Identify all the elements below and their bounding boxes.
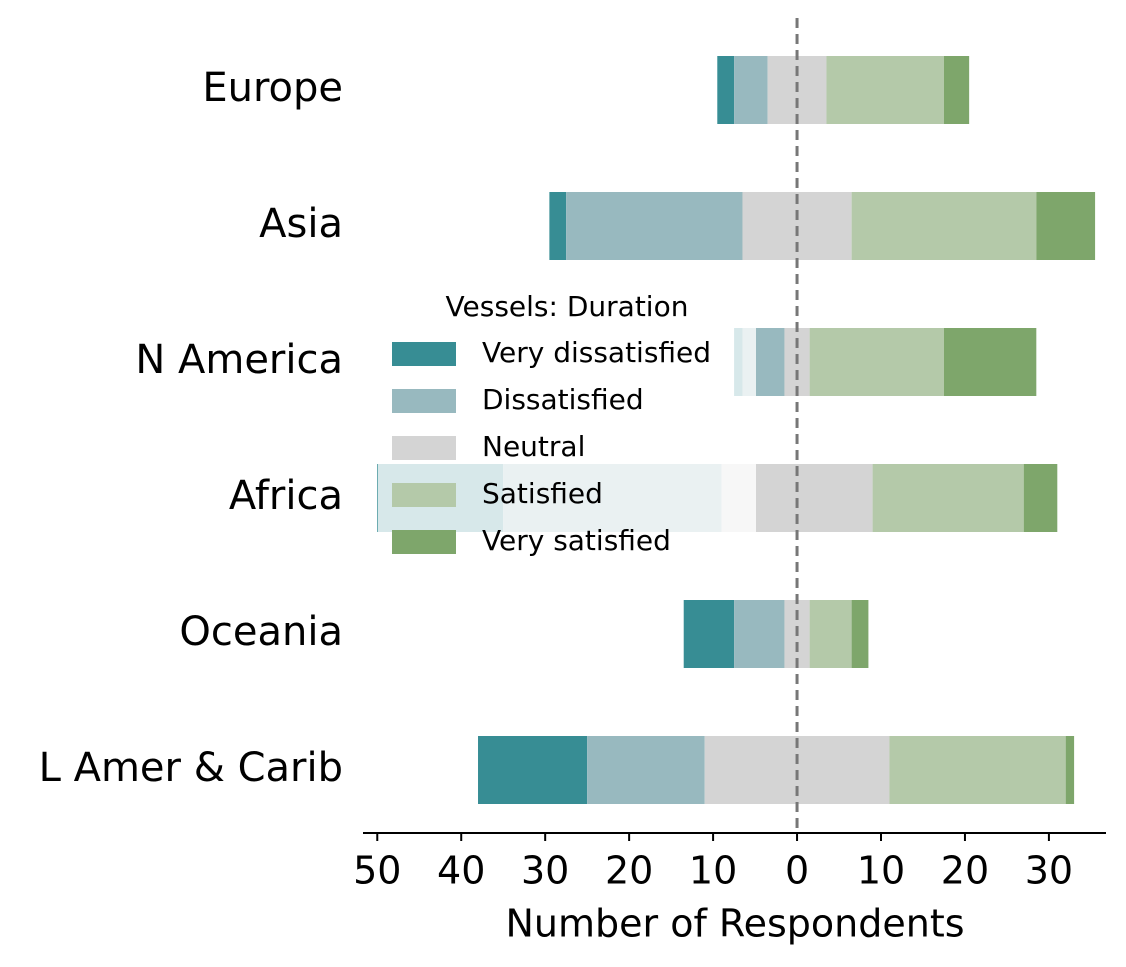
legend-box [378, 285, 756, 568]
x-tick-label: 20 [605, 849, 653, 893]
legend-label: Very dissatisfied [482, 336, 711, 369]
legend-swatch [392, 389, 456, 413]
y-tick-label: Europe [202, 65, 343, 111]
bar-segment [889, 736, 1066, 804]
x-tick-label: 50 [353, 849, 401, 893]
bar-segment [734, 56, 768, 124]
bar-segment [851, 600, 869, 668]
x-tick-label: 20 [941, 849, 989, 893]
bar-segment [587, 736, 705, 804]
x-tick-label: 10 [689, 849, 737, 893]
x-tick-label: 40 [437, 849, 485, 893]
y-tick-label: N America [135, 337, 343, 383]
bar-segment [809, 328, 944, 396]
y-tick-label: Africa [229, 473, 343, 519]
y-tick-label: Asia [259, 201, 343, 247]
bar-segment [1065, 736, 1075, 804]
y-tick-label: L Amer & Carib [39, 745, 343, 791]
legend-label: Very satisfied [482, 524, 671, 557]
bar-segment [872, 464, 1024, 532]
bar-segment [809, 600, 852, 668]
legend-swatch [392, 530, 456, 554]
x-tick-label: 10 [857, 849, 905, 893]
bar-segment [851, 192, 1037, 260]
legend: Vessels: Duration Very dissatisfied Dissat… [378, 285, 756, 568]
bar-segment [734, 600, 785, 668]
bar-segment [683, 600, 735, 668]
legend-label: Satisfied [482, 477, 603, 510]
y-tick-label: Oceania [179, 609, 343, 655]
legend-label: Neutral [482, 430, 585, 463]
legend-label: Dissatisfied [482, 383, 644, 416]
bar-segment [826, 56, 944, 124]
legend-swatch [392, 342, 456, 366]
x-tick-label: 30 [1025, 849, 1073, 893]
legend-swatch [392, 483, 456, 507]
bar-segment [478, 736, 588, 804]
bar-segment [717, 56, 735, 124]
x-axis-label: Number of Respondents [505, 902, 964, 946]
x-tick-label: 30 [521, 849, 569, 893]
x-tick-label: 0 [785, 849, 809, 893]
legend-title: Vessels: Duration [446, 290, 689, 323]
bar-segment [566, 192, 743, 260]
bar-segment [1036, 192, 1096, 260]
bar-segment [943, 328, 1037, 396]
bar-segment [1023, 464, 1058, 532]
bar-segment [549, 192, 567, 260]
bar-segment [943, 56, 970, 124]
legend-swatch [392, 436, 456, 460]
